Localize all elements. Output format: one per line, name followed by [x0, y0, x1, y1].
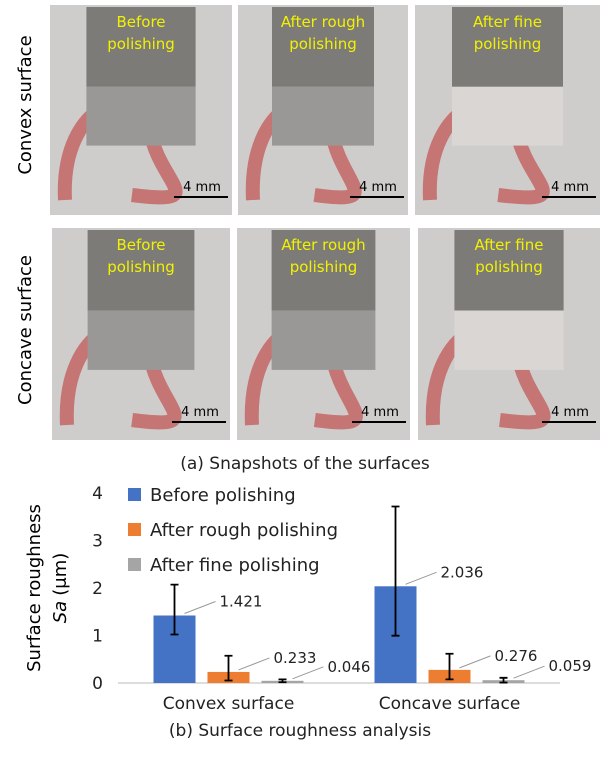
x-tick-label: Convex surface: [163, 694, 295, 714]
data-label: 0.276: [495, 647, 538, 665]
legend-swatch: [128, 488, 141, 501]
y-axis-label: Sa (μm): [50, 553, 71, 624]
data-label: 0.233: [274, 649, 317, 667]
photo-label: After fine: [473, 13, 542, 31]
sample-side: [454, 311, 563, 370]
y-axis-label-line: Surface roughness: [24, 504, 45, 672]
leader-line: [460, 656, 491, 668]
legend-swatch: [128, 523, 141, 536]
scale-label: 4 mm: [359, 180, 397, 195]
photo-label: After fine: [475, 236, 544, 254]
y-axis-label: Surface roughness: [24, 504, 45, 672]
photo-label: After rough: [281, 236, 365, 254]
legend-label: After rough polishing: [150, 520, 338, 541]
photo-label: polishing: [107, 35, 175, 53]
leader-line: [239, 658, 270, 670]
legend-swatch: [128, 558, 141, 571]
scale-label: 4 mm: [551, 180, 589, 195]
y-axis-symbol: Sa: [50, 601, 71, 623]
page: {"photos": { "caption": "(a) Snapshots o…: [0, 0, 610, 775]
figure: Convex surface Before polishing 4 mm After r…: [0, 0, 610, 775]
data-label: 2.036: [441, 563, 484, 581]
photo-label: polishing: [107, 258, 175, 276]
sample-side: [86, 87, 195, 146]
row-label: Convex surface: [15, 35, 36, 174]
y-tick-label: 0: [92, 674, 103, 694]
leader-line: [293, 667, 324, 679]
sample-side: [272, 311, 376, 370]
photo-label: polishing: [290, 258, 358, 276]
photo-label: polishing: [474, 35, 542, 53]
sample-side: [272, 87, 374, 146]
data-label: 1.421: [220, 593, 263, 611]
photo-label: Before: [116, 236, 165, 254]
sample-side: [452, 87, 563, 146]
photo-label: After rough: [281, 13, 365, 31]
data-label: 0.046: [328, 658, 371, 676]
y-tick-label: 1: [92, 627, 103, 647]
chart-caption: (b) Surface roughness analysis: [169, 721, 431, 741]
leader-line: [514, 666, 545, 678]
y-axis-unit: (μm): [50, 553, 71, 596]
sample-side: [88, 311, 195, 370]
y-tick-label: 4: [92, 484, 103, 504]
scale-label: 4 mm: [361, 405, 399, 420]
photo-label: polishing: [289, 35, 357, 53]
scale-label: 4 mm: [181, 405, 219, 420]
photos-caption: (a) Snapshots of the surfaces: [180, 454, 430, 474]
y-tick-label: 2: [92, 579, 103, 599]
y-tick-label: 3: [92, 532, 103, 552]
legend-label: After fine polishing: [150, 555, 320, 576]
scale-label: 4 mm: [183, 180, 221, 195]
data-label: 0.059: [549, 657, 592, 675]
leader-line: [406, 572, 437, 584]
row-label: Concave surface: [15, 255, 36, 405]
x-tick-label: Concave surface: [379, 694, 521, 714]
scale-label: 4 mm: [551, 405, 589, 420]
leader-line: [185, 602, 216, 614]
photo-label: polishing: [475, 258, 543, 276]
photo-label: Before: [116, 13, 165, 31]
legend-label: Before polishing: [150, 485, 296, 506]
